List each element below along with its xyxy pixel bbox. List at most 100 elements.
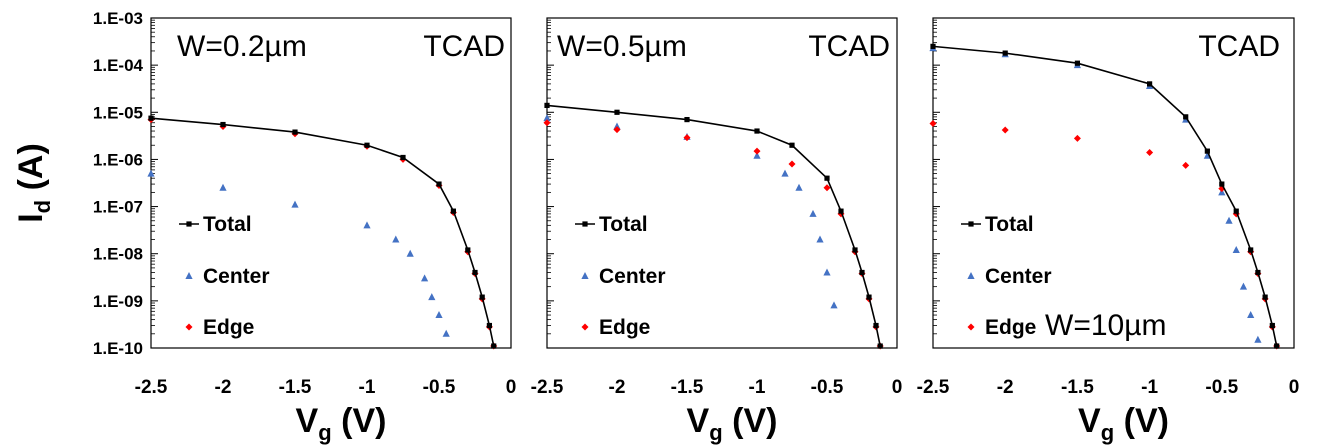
y-tick-label: 1.E-10 bbox=[93, 339, 143, 358]
x-axis-label: Vg (V) bbox=[1078, 402, 1169, 445]
total-marker bbox=[472, 269, 478, 276]
plot-frame bbox=[150, 17, 512, 349]
y-tick-label: 1.E-04 bbox=[93, 56, 144, 75]
center-marker bbox=[581, 272, 589, 279]
edge-marker bbox=[788, 160, 796, 168]
total-marker bbox=[479, 294, 485, 300]
center-marker bbox=[816, 235, 824, 243]
plot-frame bbox=[932, 17, 1295, 349]
edge-marker bbox=[1182, 161, 1190, 169]
total-line bbox=[546, 104, 881, 347]
total-marker bbox=[852, 247, 858, 253]
total-marker bbox=[684, 116, 690, 123]
x-tick-label: -0.5 bbox=[1205, 377, 1238, 398]
legend-entry: Total bbox=[203, 213, 252, 236]
center-marker bbox=[363, 221, 371, 229]
series-total bbox=[930, 43, 1280, 349]
total-marker bbox=[1204, 148, 1210, 154]
total-marker bbox=[292, 129, 298, 135]
y-tick-label: 1.E-08 bbox=[93, 245, 143, 264]
total-marker bbox=[1233, 208, 1239, 214]
total-marker bbox=[400, 154, 406, 161]
center-marker bbox=[147, 169, 155, 177]
total-marker bbox=[1147, 81, 1153, 87]
center-marker bbox=[1232, 245, 1240, 253]
total-marker bbox=[1002, 50, 1008, 56]
edge-marker bbox=[543, 119, 551, 127]
center-marker bbox=[1247, 311, 1255, 319]
legend-entry: Total bbox=[599, 213, 648, 236]
y-tick-label: 1.E-09 bbox=[93, 292, 143, 311]
total-marker bbox=[1262, 294, 1268, 300]
total-marker bbox=[859, 269, 865, 276]
x-tick-label: 0 bbox=[1289, 377, 1300, 398]
center-marker bbox=[1254, 335, 1262, 343]
center-marker bbox=[435, 311, 443, 319]
x-tick-label: 0 bbox=[892, 377, 903, 398]
center-marker bbox=[392, 235, 400, 243]
center-marker bbox=[291, 200, 299, 208]
x-tick-label: -2.5 bbox=[135, 377, 168, 398]
x-tick-label: -1.5 bbox=[671, 377, 704, 398]
edge-marker bbox=[1073, 134, 1081, 142]
series-edge bbox=[147, 116, 498, 350]
annotation: TCAD bbox=[808, 30, 890, 63]
legend: Total Center Edge bbox=[575, 213, 666, 339]
edge-marker bbox=[1001, 126, 1009, 134]
series-total bbox=[544, 102, 883, 349]
center-marker bbox=[967, 272, 975, 279]
x-axis-label: Vg (V) bbox=[296, 402, 387, 445]
total-marker bbox=[465, 247, 471, 253]
x-tick-label: -0.5 bbox=[811, 377, 844, 398]
panel-1: -2.5 -2 -1.5 -1 -0.5 0 Vg (V) W=0.2µm TCAD Total C… bbox=[135, 17, 517, 445]
series-center bbox=[147, 169, 450, 337]
x-tick-label: -1 bbox=[359, 377, 376, 398]
total-marker bbox=[220, 121, 226, 128]
total-marker bbox=[148, 115, 154, 121]
x-tick-label: -0.5 bbox=[423, 377, 456, 398]
edge-marker bbox=[1146, 149, 1154, 157]
legend-entry: Edge bbox=[599, 316, 650, 339]
annotation: W=0.5µm bbox=[557, 30, 687, 63]
edge-marker bbox=[185, 323, 193, 331]
total-marker bbox=[582, 221, 588, 227]
x-tick-label: -2.5 bbox=[917, 377, 950, 398]
center-marker bbox=[795, 183, 803, 191]
y-tick-label: 1.E-06 bbox=[93, 150, 143, 169]
total-marker bbox=[544, 102, 550, 108]
total-marker bbox=[450, 208, 456, 214]
total-marker bbox=[1274, 343, 1280, 349]
x-tick-label: -1 bbox=[749, 377, 766, 398]
x-tick-label: -1.5 bbox=[1061, 377, 1094, 398]
edge-marker bbox=[967, 323, 975, 331]
edge-marker bbox=[581, 323, 589, 331]
y-tick-label: 1.E-03 bbox=[93, 9, 143, 28]
annotation: W=10µm bbox=[1045, 309, 1166, 342]
total-marker bbox=[1074, 60, 1080, 66]
total-marker bbox=[1248, 247, 1254, 253]
total-marker bbox=[866, 294, 872, 300]
x-tick-label: -1.5 bbox=[279, 377, 312, 398]
center-marker bbox=[781, 169, 789, 177]
x-axis-label: Vg (V) bbox=[687, 402, 778, 445]
series-edge bbox=[543, 119, 884, 350]
panel-2: -2.5 -2 -1.5 -1 -0.5 0 Vg (V) W=0.5µm TCAD Total C… bbox=[531, 17, 903, 445]
total-marker bbox=[486, 322, 492, 329]
center-marker bbox=[1239, 282, 1248, 290]
total-marker bbox=[877, 343, 883, 349]
plot-frame bbox=[546, 17, 898, 349]
x-tick-label: -2 bbox=[215, 377, 232, 398]
center-marker bbox=[1225, 216, 1233, 224]
y-tick-label: 1.E-07 bbox=[93, 198, 143, 217]
x-tick-label: -2 bbox=[997, 377, 1014, 398]
legend-entry: Total bbox=[985, 213, 1034, 236]
center-marker bbox=[219, 183, 227, 191]
x-tick-label: 0 bbox=[506, 377, 517, 398]
legend-entry: Edge bbox=[203, 316, 254, 339]
legend: Total Center Edge bbox=[961, 213, 1052, 339]
center-marker bbox=[185, 272, 193, 279]
y-axis-label: Id (A) bbox=[12, 143, 55, 223]
y-tick-label: 1.E-05 bbox=[93, 103, 143, 122]
total-marker bbox=[930, 43, 936, 49]
